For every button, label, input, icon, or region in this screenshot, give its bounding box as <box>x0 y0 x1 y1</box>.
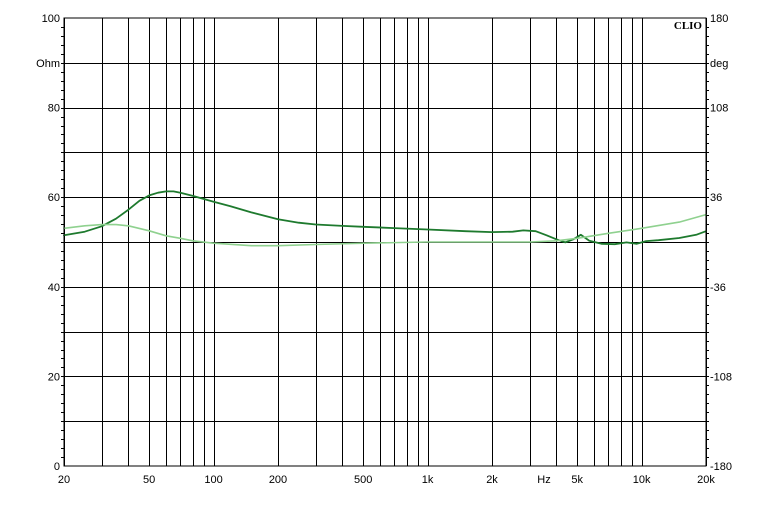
series-layer <box>63 190 707 247</box>
x-axis-tick-label: 10k <box>633 474 651 486</box>
right-axis-tick-label: -180 <box>710 461 732 473</box>
x-axis-tick-label: 200 <box>269 474 287 486</box>
left-axis-tick-label: 20 <box>48 371 60 383</box>
x-axis-tick-label: 50 <box>143 474 155 486</box>
left-axis-tick-label: 100 <box>42 13 60 25</box>
left-axis-tick-label: 40 <box>48 282 60 294</box>
x-axis-tick-label: 5k <box>571 474 583 486</box>
x-axis-tick-label: 20k <box>697 474 715 486</box>
right-axis-unit-label: deg <box>710 58 728 70</box>
brand-label: CLIO <box>674 20 703 32</box>
left-axis-unit-label: Ohm <box>36 58 60 70</box>
x-axis-tick-label: 1k <box>422 474 434 486</box>
left-axis-tick-label: 80 <box>48 103 60 115</box>
impedance-curve <box>63 190 707 246</box>
right-axis-tick-label: 180 <box>710 13 728 25</box>
x-axis-tick-label: 2k <box>486 474 498 486</box>
right-axis-tick-label: 108 <box>710 103 728 115</box>
x-axis-tick-label: 500 <box>354 474 372 486</box>
phase-curve <box>63 213 707 247</box>
grid <box>64 18 707 466</box>
left-axis-tick-label: 0 <box>54 461 60 473</box>
x-axis-unit-label: Hz <box>537 474 550 486</box>
x-axis-tick-label: 100 <box>204 474 222 486</box>
left-axis-tick-label: 60 <box>48 192 60 204</box>
right-axis-tick-label: -108 <box>710 371 732 383</box>
right-axis-tick-label: -36 <box>710 282 726 294</box>
right-axis-tick-label: 36 <box>710 192 722 204</box>
x-axis-tick-label: 20 <box>58 474 70 486</box>
plot-frame <box>63 17 707 467</box>
